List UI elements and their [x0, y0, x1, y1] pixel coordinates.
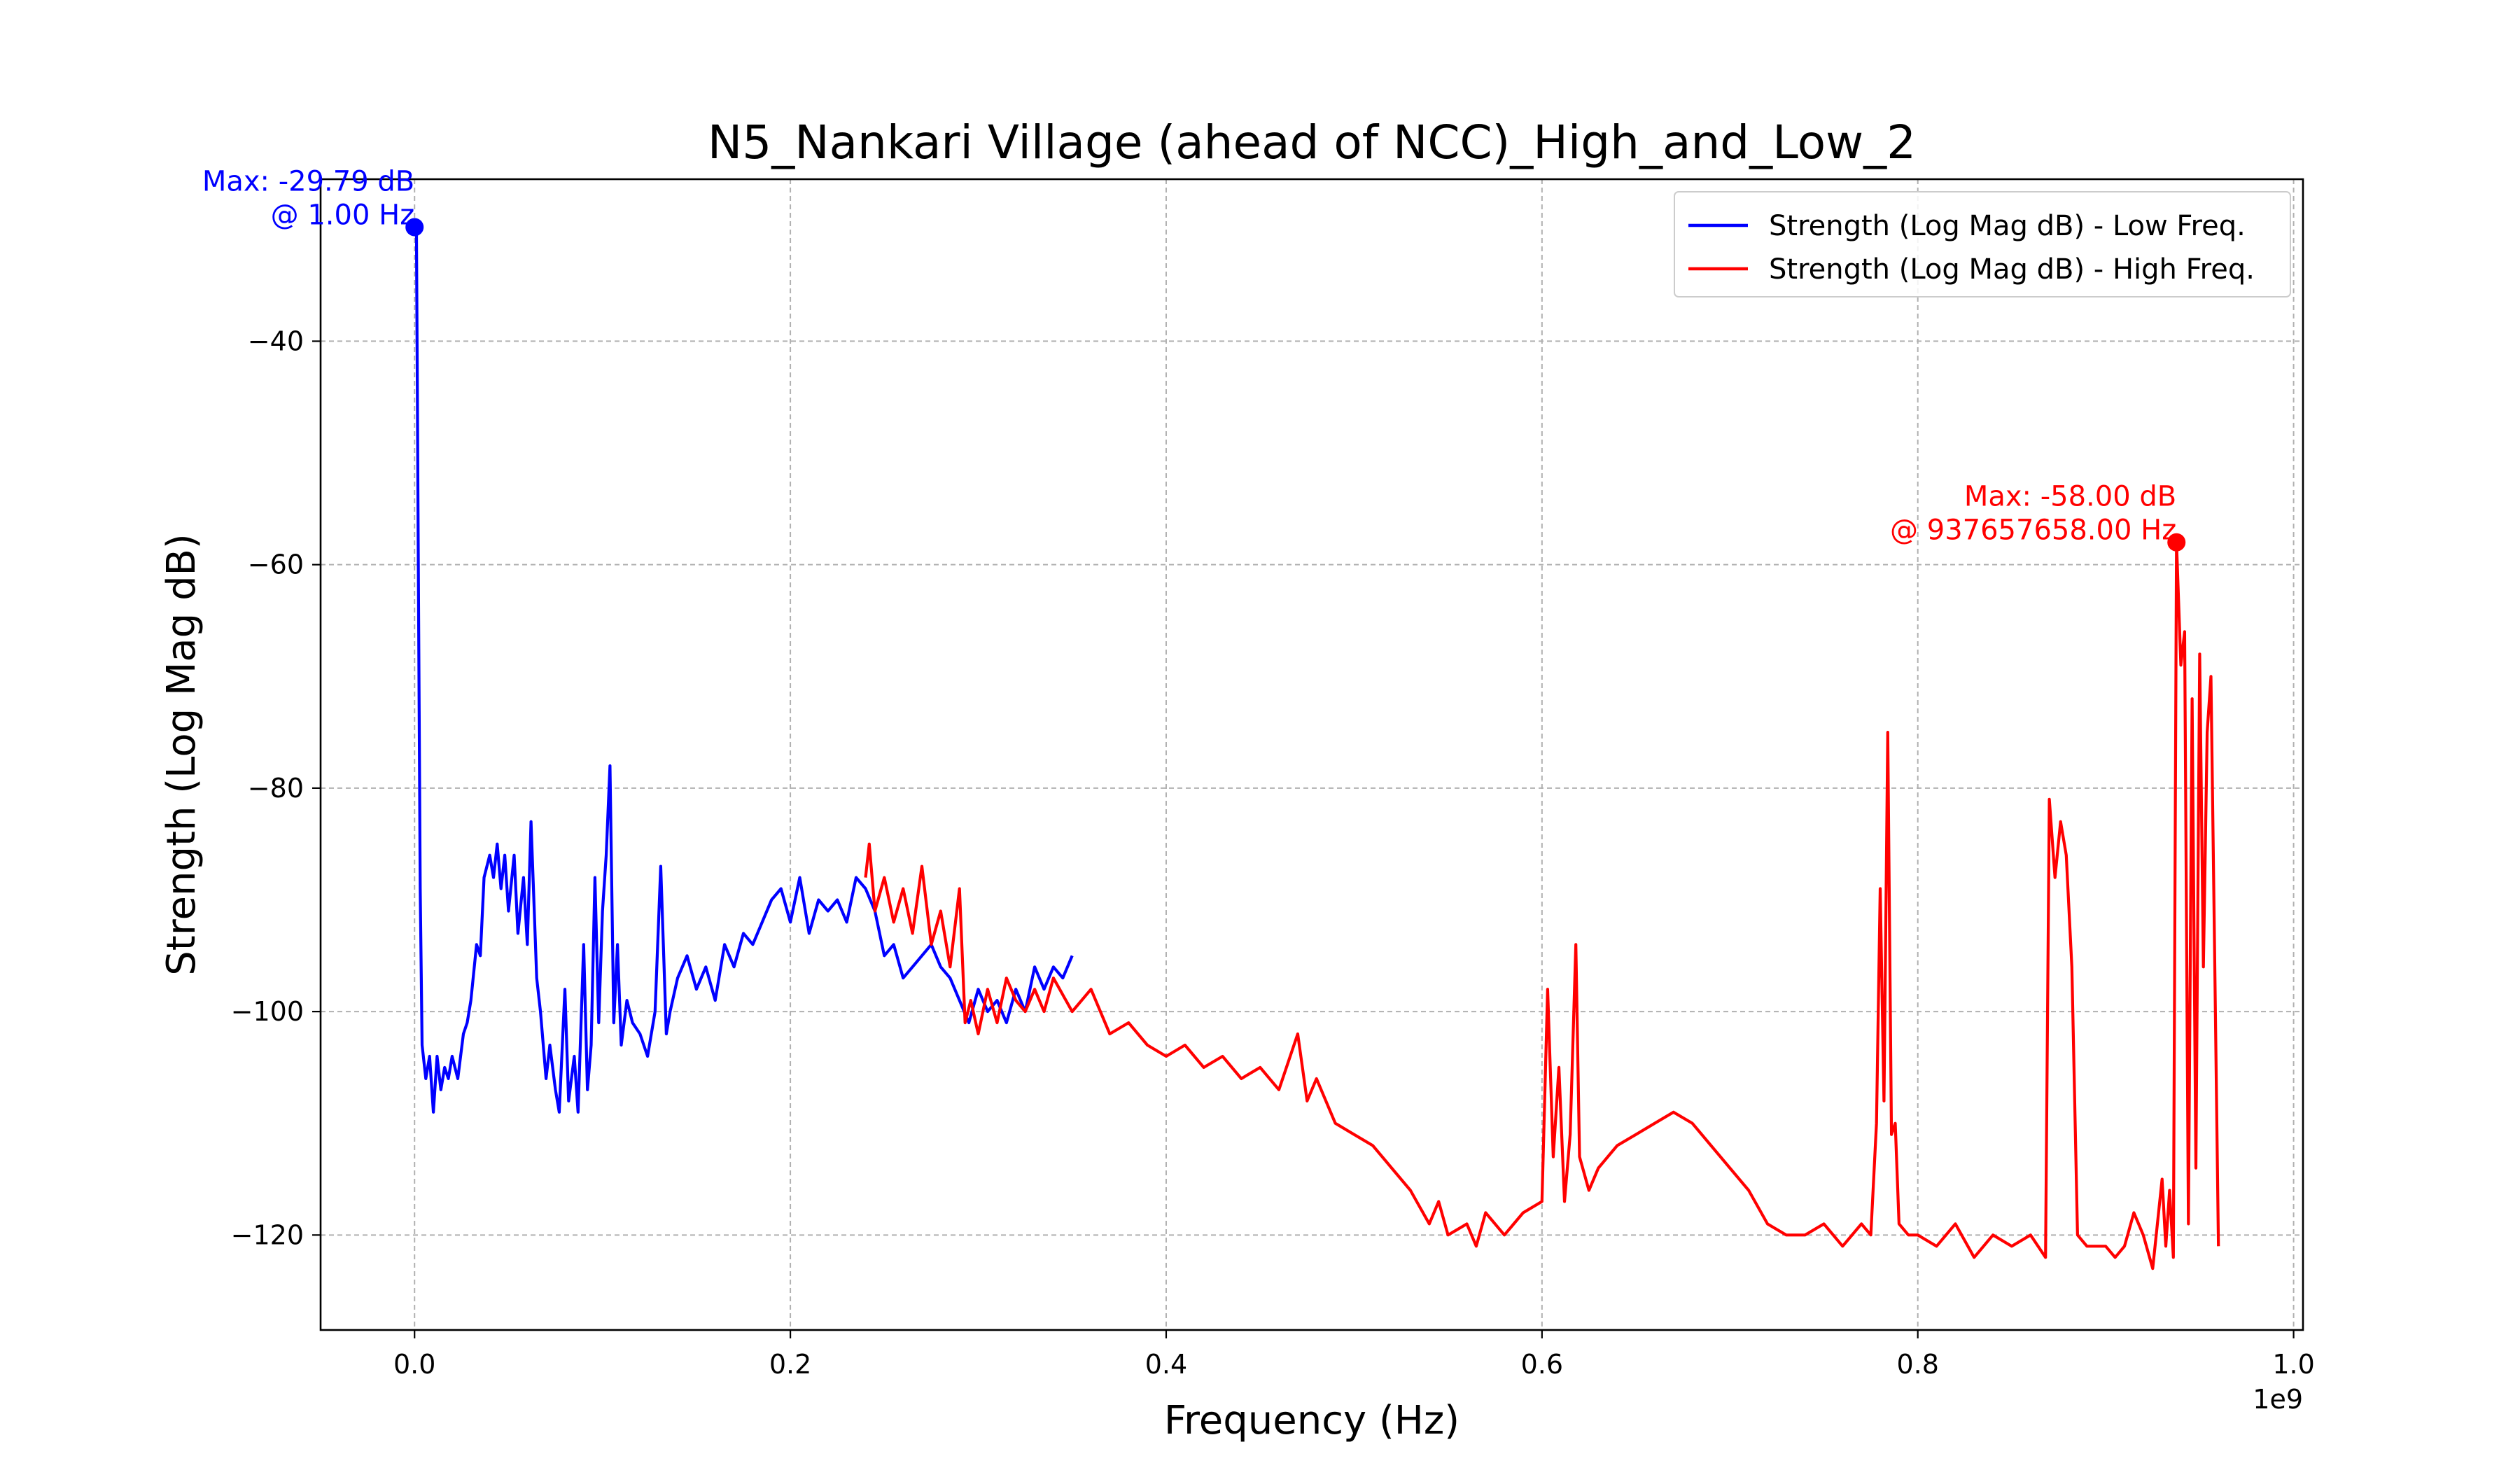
y-tick-label: −40: [248, 326, 304, 356]
legend-box: [1674, 191, 2291, 298]
axes-frame: [319, 178, 2304, 1331]
max-annotation-high-freq-frequency: @ 937657658.00 Hz: [1890, 514, 2176, 547]
max-annotation-low-freq: Max: -29.79 dB @ 1.00 Hz: [202, 165, 414, 231]
x-tick-label: 0.2: [769, 1349, 811, 1380]
max-marker-high-freq: [2167, 533, 2186, 552]
x-axis-title: Frequency (Hz): [1164, 1398, 1460, 1443]
legend-label-low-freq: Strength (Log Mag dB) - Low Freq.: [1769, 210, 2246, 242]
chart-title: N5_Nankari Village (ahead of NCC)_High_a…: [708, 115, 1916, 169]
max-annotation-low-freq-frequency: @ 1.00 Hz: [271, 199, 415, 231]
max-marker-low-freq: [405, 218, 424, 237]
x-tick-label: 1.0: [2272, 1349, 2314, 1380]
x-tick-label: 0.8: [1896, 1349, 1938, 1380]
y-tick-label: −80: [248, 773, 304, 804]
series-layer: [414, 225, 2220, 1270]
marker-layer: [405, 218, 2186, 552]
series-line-low-freq: [414, 225, 1074, 1114]
y-tick-label: −60: [248, 550, 304, 580]
legend: Strength (Log Mag dB) - Low Freq. Streng…: [1674, 191, 2291, 298]
y-axis-title: Strength (Log Mag dB): [159, 533, 204, 976]
x-axis-offset-label: 1e9: [2253, 1384, 2303, 1415]
max-annotation-low-freq-value: Max: -29.79 dB: [202, 165, 414, 197]
series-line-high-freq: [864, 540, 2220, 1270]
y-tick-label: −100: [231, 996, 304, 1027]
max-annotation-high-freq: Max: -58.00 dB @ 937657658.00 Hz: [1890, 481, 2176, 547]
x-tick-label: 0.6: [1521, 1349, 1563, 1380]
legend-label-high-freq: Strength (Log Mag dB) - High Freq.: [1769, 253, 2255, 286]
x-tick-label: 0.4: [1145, 1349, 1187, 1380]
ticks-layer: 0.0 0.2 0.4 0.6 0.8 1.0 −40 −60 −80 −100 −120: [231, 326, 2315, 1380]
grid-layer: [321, 179, 2303, 1330]
max-annotation-high-freq-value: Max: -58.00 dB: [1964, 481, 2176, 513]
x-tick-label: 0.0: [393, 1349, 435, 1380]
y-tick-label: −120: [231, 1219, 304, 1250]
